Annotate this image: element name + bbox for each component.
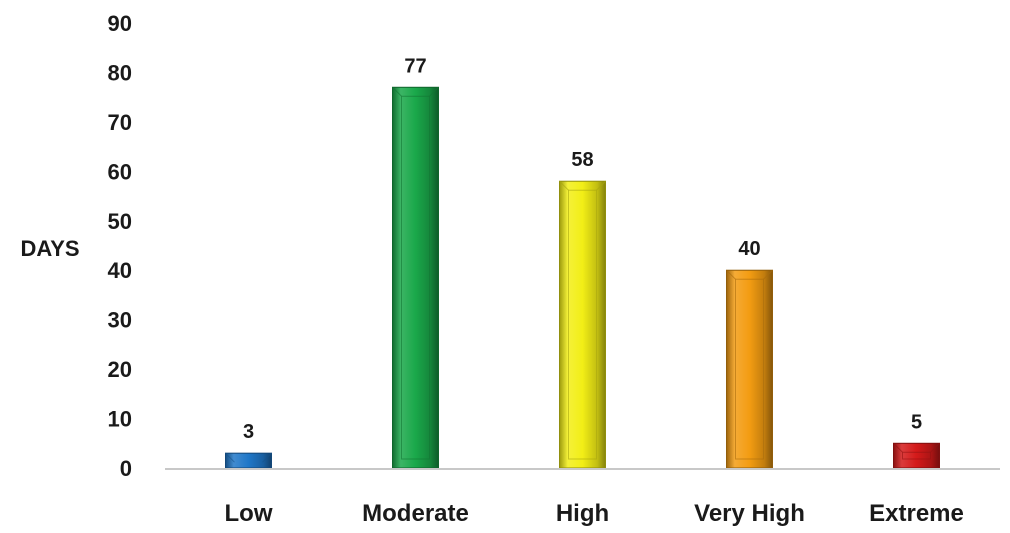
data-label: 77 [404, 55, 426, 77]
bar-bevel [735, 278, 764, 460]
bar-rect [392, 86, 439, 469]
bar-bevel-edge [559, 180, 606, 191]
y-tick-label: 80 [108, 60, 132, 85]
x-tick-label: Moderate [362, 500, 469, 527]
bar-bevel [401, 95, 430, 460]
y-tick-label: 30 [108, 308, 132, 333]
bar-bevel-edge [392, 86, 439, 97]
y-tick-label: 10 [108, 407, 132, 432]
x-axis-ticks: Low Moderate High Very High Extreme [225, 500, 964, 527]
bar-bevel [568, 189, 597, 460]
x-tick-label: High [556, 500, 609, 527]
bars-group [225, 86, 940, 469]
y-axis-ticks: 0 10 20 30 40 50 60 70 80 90 [108, 11, 132, 481]
bar-moderate [392, 86, 439, 469]
y-tick-label: 20 [108, 357, 132, 382]
y-tick-label: 50 [108, 209, 132, 234]
bar-rect [726, 269, 773, 469]
bar-rect [559, 180, 606, 469]
bar-bevel-edge [726, 269, 773, 280]
y-tick-label: 40 [108, 258, 132, 283]
data-label: 40 [738, 238, 760, 260]
x-tick-label: Extreme [869, 500, 964, 527]
data-labels: 3 77 58 40 5 [243, 55, 922, 443]
y-axis-label: DAYS [20, 236, 79, 261]
y-tick-label: 0 [120, 456, 132, 481]
y-tick-label: 70 [108, 110, 132, 135]
y-tick-label: 90 [108, 11, 132, 36]
bar-extreme [893, 442, 940, 469]
bar-rect [893, 442, 940, 469]
bar-bevel-edge [893, 442, 940, 453]
bar-bevel [902, 451, 931, 460]
x-tick-label: Very High [694, 500, 805, 527]
data-label: 5 [911, 411, 922, 433]
bar-low [225, 452, 272, 469]
bar-high [559, 180, 606, 469]
data-label: 3 [243, 421, 254, 443]
bar-very-high [726, 269, 773, 469]
bar-bevel-edge [225, 452, 272, 463]
data-label: 58 [571, 149, 593, 171]
y-tick-label: 60 [108, 159, 132, 184]
x-tick-label: Low [225, 500, 273, 527]
